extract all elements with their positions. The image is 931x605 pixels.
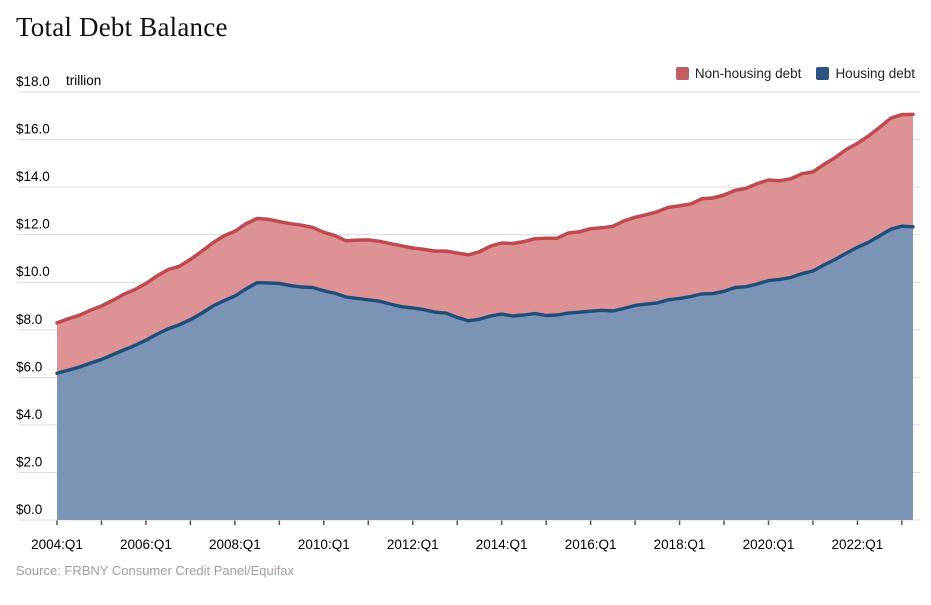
legend-label: Non-housing debt [694,66,802,81]
chart-title: Total Debt Balance [16,12,228,42]
x-axis-tick-label: 2006:Q1 [120,537,172,552]
legend-label: Housing debt [835,66,915,81]
housing-area [57,226,913,520]
y-axis-tick-label: $8.0 [16,312,42,327]
housing-line [55,224,915,375]
legend-item-non-housing-debt: Non-housing debt [675,66,802,81]
legend-swatch [816,67,830,80]
legend-item-housing-debt: Housing debt [816,66,915,81]
x-axis-tick-label: 2012:Q1 [387,537,439,552]
non-housing-line [55,112,915,325]
source-note: Source: FRBNY Consumer Credit Panel/Equi… [16,563,294,578]
y-axis-tick-label: $6.0 [16,359,42,374]
y-axis-tick-label: $12.0 [16,217,50,232]
x-axis-tick-label: 2016:Q1 [565,537,617,552]
non-housing-area [57,114,913,374]
x-axis-tick-label: 2022:Q1 [832,537,884,552]
x-axis-tick-label: 2010:Q1 [298,537,350,552]
chart-legend: Non-housing debt Housing debt [675,66,915,81]
y-axis-tick-label: $4.0 [16,407,42,422]
legend-swatch [675,67,689,80]
y-axis-tick-label: $10.0 [16,264,50,279]
y-axis-unit-label: trillion [66,73,102,88]
y-axis-tick-label: $0.0 [16,502,42,517]
x-axis-tick-label: 2014:Q1 [476,537,528,552]
x-axis-tick-label: 2018:Q1 [654,537,706,552]
y-axis-tick-label: $16.0 [16,122,50,137]
x-axis-tick-label: 2008:Q1 [209,537,261,552]
y-axis-tick-label: $14.0 [16,169,50,184]
y-axis-tick-label: $18.0 [16,74,50,89]
x-axis-tick-label: 2004:Q1 [31,537,83,552]
x-axis-tick-label: 2020:Q1 [743,537,795,552]
y-axis-tick-label: $2.0 [16,454,42,469]
